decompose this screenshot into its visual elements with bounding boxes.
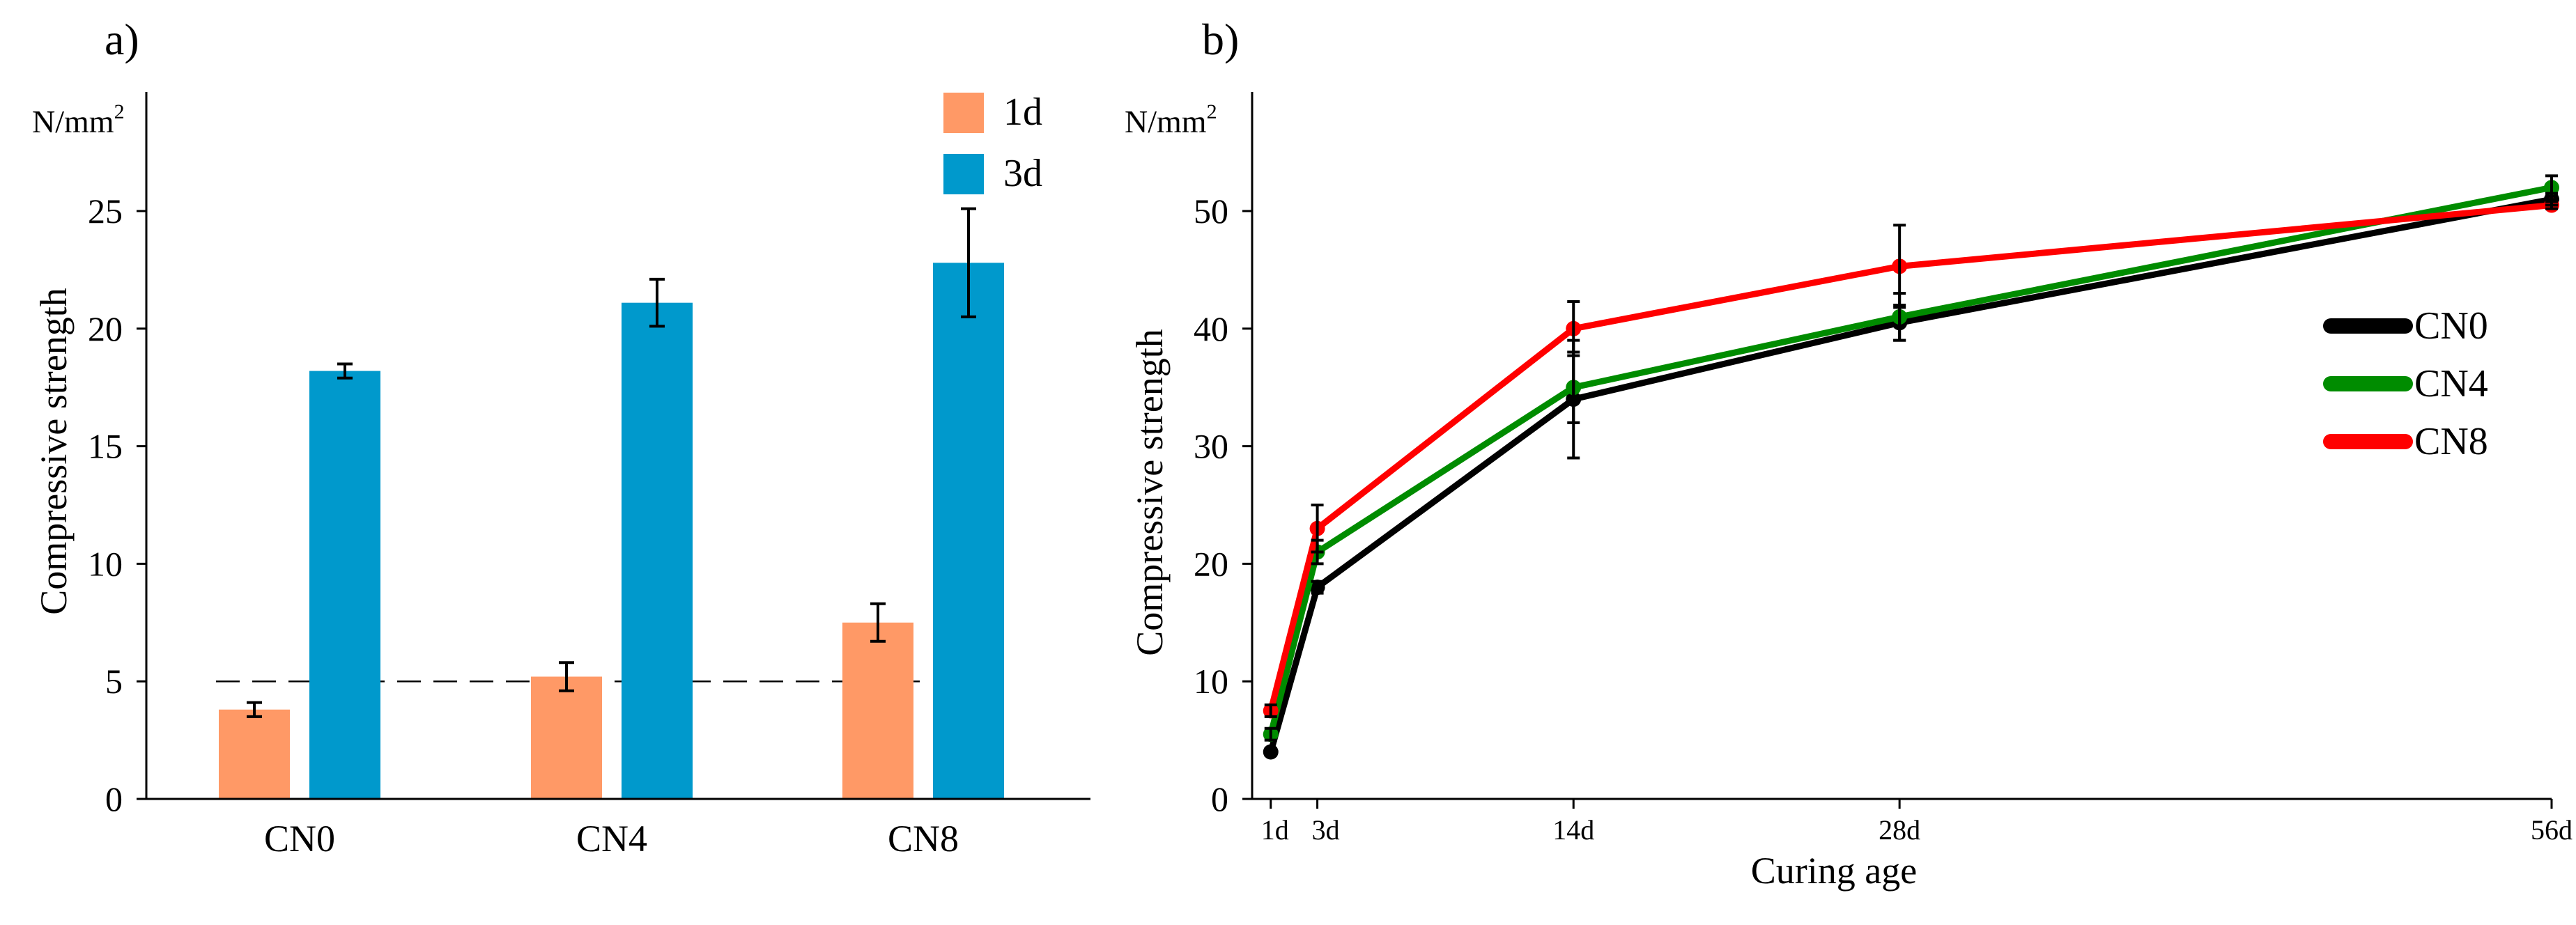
panel-a-unit-label: N/mm2 (32, 100, 125, 139)
panel-b-line-chart: b) N/mm2 Compressive strength Curing age… (1125, 15, 2573, 892)
series-cn8 (1263, 197, 2559, 719)
legend-swatch-1d (943, 93, 984, 133)
legend-label-cn4: CN4 (2414, 362, 2488, 405)
panel-b-y-tick-label: 50 (1194, 192, 1228, 231)
panel-b-y-axis-label: Compressive strength (1129, 329, 1171, 655)
panel-a-x-tick-label: CN8 (888, 818, 959, 860)
panel-b-legend: CN0 CN4 CN8 (2323, 304, 2488, 463)
panel-b-x-tick-label: 1d (1261, 814, 1289, 846)
panel-b-x-tick-label: 28d (1879, 814, 1920, 846)
panel-b-x-tick-label: 3d (1312, 814, 1340, 846)
panel-a-x-tick-label: CN0 (264, 818, 335, 860)
panel-a-y-axis-label: Compressive strength (33, 288, 75, 614)
panel-a-y-tick-label: 25 (88, 192, 123, 231)
legend-swatch-3d (943, 154, 984, 194)
panel-a-y-tick-label: 15 (88, 427, 123, 466)
panel-a-y-tick-label: 10 (88, 544, 123, 583)
panel-b-unit-label: N/mm2 (1125, 100, 1217, 139)
panel-a-bar-chart: a) N/mm2 Compressive strength 0 5 10 15 20 25… (32, 15, 1090, 860)
bar-cn8-3d (933, 263, 1004, 800)
panel-b-y-tick-label: 20 (1194, 544, 1228, 583)
panel-a-y-tick-label: 20 (88, 309, 123, 348)
bar-cn0-3d (309, 371, 380, 799)
legend-label-cn8: CN8 (2414, 420, 2488, 463)
panel-a-x-tick-label: CN4 (576, 818, 647, 860)
panel-b-x-axis-label: Curing age (1751, 850, 1917, 892)
legend-label-1d: 1d (1003, 91, 1042, 134)
legend-label-cn0: CN0 (2414, 304, 2488, 348)
bar-cn0-1d (219, 709, 290, 799)
panel-a-label: a) (105, 15, 139, 64)
panel-b-y-tick-label: 40 (1194, 309, 1228, 348)
legend-label-3d: 3d (1003, 152, 1042, 195)
panel-b-y-tick-label: 0 (1211, 779, 1228, 818)
line-cn0 (1267, 196, 2552, 753)
bar-cn4-3d (622, 302, 693, 799)
panel-a-y-tick-label: 0 (105, 779, 123, 818)
line-cn4 (1267, 184, 2552, 736)
panel-a-y-tick-label: 5 (105, 662, 123, 701)
panel-b-y-tick-label: 10 (1194, 662, 1228, 701)
panel-b-label: b) (1202, 15, 1239, 64)
series-cn0 (1263, 192, 2559, 760)
panel-b-y-tick-label: 30 (1194, 427, 1228, 466)
panel-b-x-tick-label: 56d (2531, 814, 2573, 846)
bar-cn8-1d (842, 622, 913, 799)
panel-b-x-tick-label: 14d (1552, 814, 1594, 846)
bar-cn4-1d (531, 676, 602, 799)
